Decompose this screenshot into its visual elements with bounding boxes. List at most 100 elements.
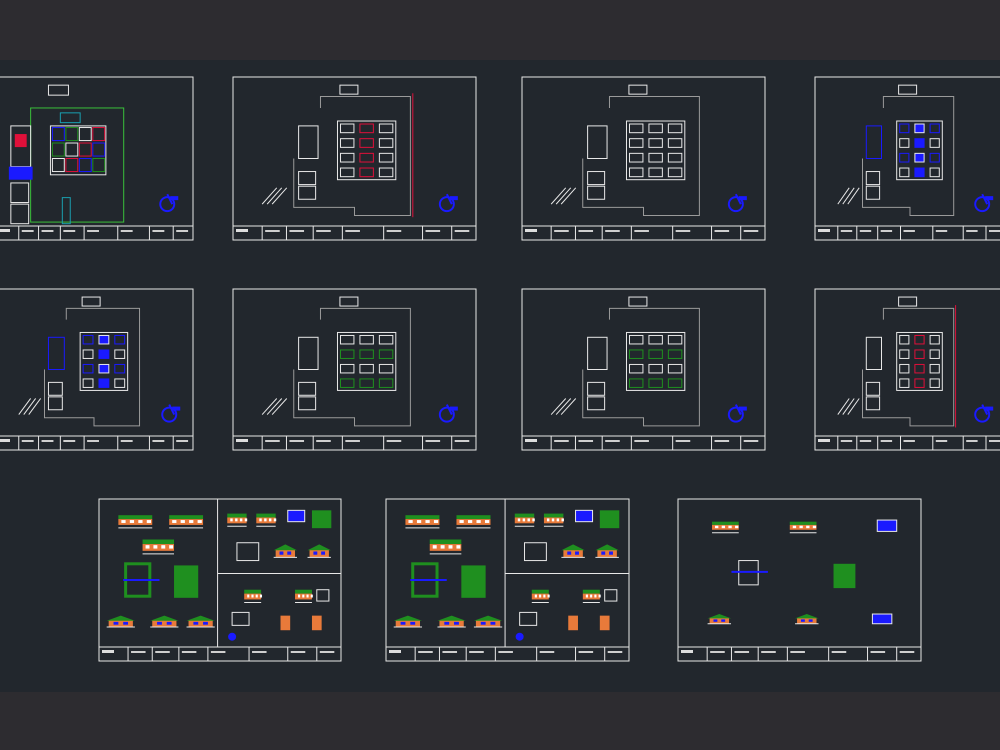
elevation-roof bbox=[227, 513, 247, 518]
parking-stripe bbox=[550, 398, 567, 415]
drawing-sheet[interactable] bbox=[677, 498, 922, 662]
drawing-sheet[interactable] bbox=[0, 288, 194, 451]
title-block-text bbox=[345, 230, 360, 232]
elevation-window bbox=[800, 619, 805, 622]
elevation-roof bbox=[273, 544, 298, 551]
room bbox=[914, 378, 925, 388]
elevation-window bbox=[792, 525, 797, 529]
elevation-window bbox=[138, 520, 143, 523]
elevation-window bbox=[244, 518, 248, 522]
elevation-window bbox=[247, 594, 250, 598]
room bbox=[82, 334, 94, 345]
title-block-text bbox=[152, 440, 165, 442]
room bbox=[114, 363, 126, 374]
sheet-border bbox=[232, 76, 477, 241]
elevation-wall bbox=[597, 549, 617, 558]
elevation-window bbox=[590, 594, 593, 598]
title-block-text bbox=[316, 440, 331, 442]
north-arrow-label bbox=[449, 196, 458, 201]
elevation-window bbox=[454, 621, 459, 625]
room bbox=[51, 158, 65, 173]
title-block-text bbox=[831, 651, 847, 653]
north-arrow-label bbox=[170, 196, 179, 201]
room bbox=[114, 378, 126, 388]
drawing-sheet[interactable] bbox=[814, 76, 1000, 241]
title-block-text bbox=[989, 230, 1000, 232]
title-block-text bbox=[21, 440, 34, 442]
title-block-text bbox=[734, 651, 750, 653]
elevation-window bbox=[259, 518, 262, 522]
house-outline bbox=[625, 331, 686, 391]
drawing-sheet[interactable] bbox=[232, 76, 477, 241]
annex-box bbox=[298, 381, 317, 396]
elevation-window bbox=[255, 594, 258, 598]
elevation-roof bbox=[150, 615, 179, 621]
plan-outline bbox=[316, 589, 330, 602]
top-frame bbox=[0, 0, 1000, 60]
elevation-window bbox=[556, 518, 560, 522]
title-block-logo bbox=[0, 229, 10, 232]
parking-stripe bbox=[555, 187, 572, 205]
room bbox=[667, 334, 683, 345]
sheet-border bbox=[814, 76, 1000, 241]
title-block-text bbox=[966, 440, 978, 442]
cad-model-space[interactable] bbox=[0, 60, 1000, 692]
room bbox=[628, 167, 644, 178]
room bbox=[648, 349, 663, 359]
room bbox=[628, 138, 644, 148]
elevation-window bbox=[268, 518, 272, 522]
sheet-border bbox=[521, 76, 766, 241]
elevation-wall bbox=[712, 524, 739, 530]
pool bbox=[8, 166, 33, 180]
title-block-logo bbox=[818, 439, 830, 442]
drawing-sheet[interactable] bbox=[0, 76, 194, 241]
elevation-window bbox=[400, 621, 406, 625]
elevation-window bbox=[601, 551, 606, 555]
elevation-window bbox=[546, 518, 550, 522]
site-boundary bbox=[293, 307, 411, 427]
title-block-text bbox=[425, 230, 441, 232]
north-arrow-icon bbox=[438, 406, 455, 423]
drawing-sheet[interactable] bbox=[232, 288, 477, 451]
site-boundary bbox=[582, 307, 700, 427]
annex-box bbox=[587, 396, 606, 411]
title-block-text bbox=[41, 230, 54, 232]
elevation-window bbox=[408, 520, 413, 523]
room bbox=[339, 123, 355, 134]
label-box bbox=[339, 296, 359, 307]
room bbox=[929, 167, 940, 178]
title-block-text bbox=[578, 651, 594, 653]
north-arrow-needle bbox=[445, 404, 453, 416]
elevation-window bbox=[808, 619, 813, 622]
elevation-roof bbox=[169, 515, 204, 520]
room bbox=[929, 152, 940, 163]
room bbox=[92, 158, 106, 173]
annex-box bbox=[587, 171, 606, 186]
drawing-sheet[interactable] bbox=[521, 288, 766, 451]
room bbox=[929, 363, 940, 374]
room bbox=[929, 378, 940, 388]
title-block-text bbox=[880, 440, 893, 442]
elevation-wall bbox=[108, 620, 133, 627]
elevation-window bbox=[567, 551, 572, 555]
north-arrow-icon bbox=[159, 196, 176, 213]
drawing-sheet[interactable] bbox=[385, 498, 630, 662]
parking-stripe bbox=[28, 398, 42, 415]
room bbox=[628, 378, 644, 388]
elevation-window bbox=[123, 621, 129, 625]
room bbox=[359, 152, 374, 163]
drawing-sheet[interactable] bbox=[521, 76, 766, 241]
elevation-window bbox=[522, 518, 526, 522]
drawing-sheet[interactable] bbox=[814, 288, 1000, 451]
elevation-window bbox=[517, 518, 521, 522]
label-box bbox=[898, 296, 918, 307]
drawing-sheet[interactable] bbox=[98, 498, 342, 662]
room bbox=[667, 378, 683, 388]
elevation-window bbox=[806, 525, 810, 529]
elevation-window bbox=[448, 545, 453, 549]
annex-box bbox=[298, 171, 317, 186]
title-block-text bbox=[120, 440, 133, 442]
room bbox=[914, 363, 925, 374]
site-boundary bbox=[44, 307, 141, 427]
